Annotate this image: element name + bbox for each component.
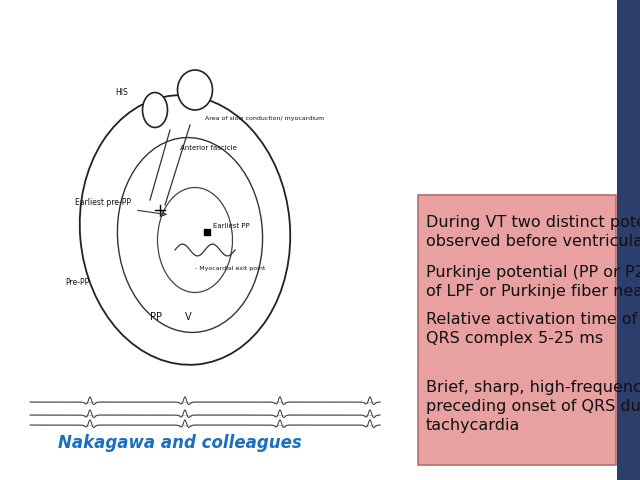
Text: - Myocardial exit point: - Myocardial exit point: [195, 266, 266, 271]
Text: Purkinje potential (PP or P2)-activation
of LPF or Purkinje fiber near LPF: Purkinje potential (PP or P2)-activation…: [426, 265, 640, 299]
Text: During VT two distinct potentials can be
observed before ventricular electrogram: During VT two distinct potentials can be…: [426, 215, 640, 249]
Ellipse shape: [157, 188, 232, 292]
Ellipse shape: [177, 70, 212, 110]
Text: Earliest PP: Earliest PP: [213, 223, 250, 229]
Text: HIS: HIS: [115, 88, 128, 97]
FancyBboxPatch shape: [418, 195, 616, 465]
Ellipse shape: [143, 93, 168, 128]
Text: Anterior fascicle: Anterior fascicle: [180, 145, 237, 151]
Ellipse shape: [80, 95, 291, 365]
Text: Pre-PP: Pre-PP: [65, 278, 89, 287]
Text: PP: PP: [150, 312, 162, 322]
Text: Area of slow conduction/ myocardium: Area of slow conduction/ myocardium: [205, 116, 324, 121]
FancyBboxPatch shape: [617, 0, 640, 480]
Ellipse shape: [117, 138, 262, 333]
Text: V: V: [185, 312, 191, 322]
Text: Brief, sharp, high-frequency potential
preceding onset of QRS during
tachycardia: Brief, sharp, high-frequency potential p…: [426, 380, 640, 433]
Text: Nakagawa and colleagues: Nakagawa and colleagues: [58, 434, 301, 452]
Text: Relative activation time of PP to onset of
QRS complex 5-25 ms: Relative activation time of PP to onset …: [426, 312, 640, 346]
Text: Earliest pre-PP: Earliest pre-PP: [75, 198, 131, 207]
